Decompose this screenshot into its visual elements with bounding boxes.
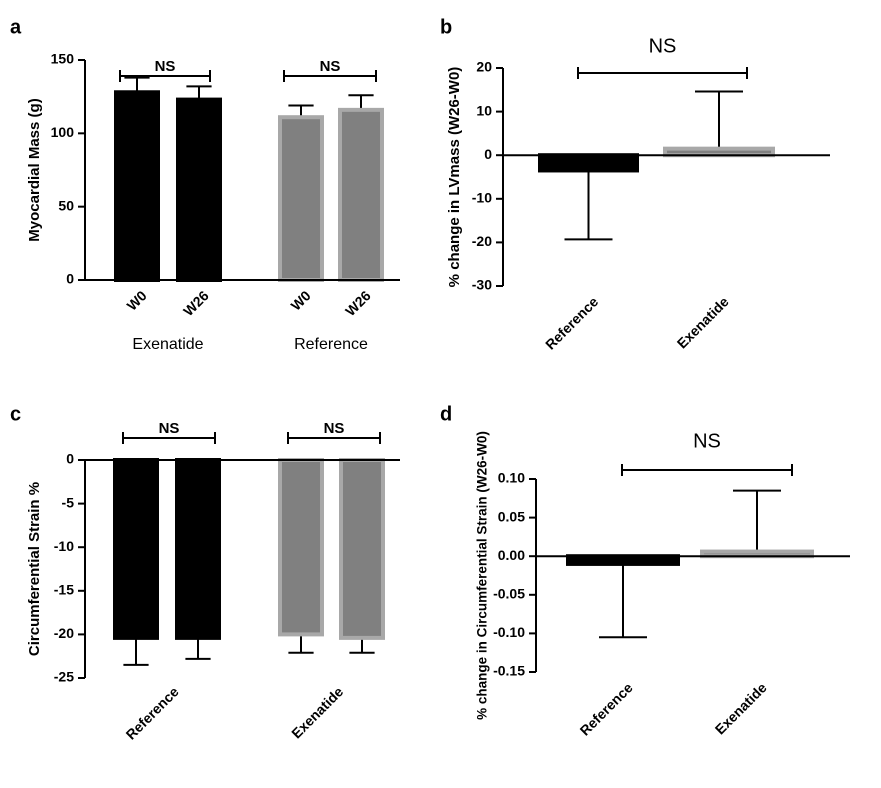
panel-letter: a <box>10 16 22 38</box>
y-tick-label: 0.05 <box>498 508 525 524</box>
y-tick-label: -0.05 <box>493 586 525 602</box>
x-tick-label: Exenatide <box>712 679 770 737</box>
bar <box>175 458 221 640</box>
significance-label: NS <box>155 58 176 75</box>
bar <box>278 458 324 637</box>
y-tick-label: 0.00 <box>498 547 525 563</box>
y-axis-title: Circumferential Strain % <box>26 482 43 656</box>
x-tick-label: Reference <box>542 293 601 352</box>
y-axis-title: % change in Circumferential Strain (W26-… <box>475 431 490 720</box>
y-axis-title: % change in LVmass (W26-W0) <box>446 67 463 288</box>
panel-letter: c <box>10 403 21 425</box>
y-tick-label: -30 <box>472 277 492 293</box>
y-tick-label: 100 <box>51 124 75 140</box>
x-tick-label: Reference <box>577 679 636 738</box>
y-tick-label: -15 <box>54 582 74 598</box>
significance-label: NS <box>324 420 345 437</box>
x-tick-label: W26 <box>342 287 374 319</box>
bar <box>176 97 222 282</box>
significance-label: NS <box>649 35 677 57</box>
y-tick-label: -10 <box>472 190 492 206</box>
x-tick-label: W26 <box>180 287 212 319</box>
significance-label: NS <box>693 430 721 452</box>
bar <box>338 107 384 282</box>
group-label: Exenatide <box>288 683 346 741</box>
y-tick-label: -0.10 <box>493 624 525 640</box>
group-label: Reference <box>123 683 182 742</box>
panel-letter: d <box>440 403 452 425</box>
y-tick-label: -10 <box>54 538 74 554</box>
y-tick-label: 0 <box>66 271 74 287</box>
y-tick-label: 0 <box>484 146 492 162</box>
bar <box>278 115 324 282</box>
y-tick-label: 0 <box>66 451 74 467</box>
panel-letter: b <box>440 16 452 38</box>
y-tick-label: 20 <box>476 59 492 75</box>
group-label: Reference <box>294 336 368 353</box>
significance-label: NS <box>320 58 341 75</box>
y-tick-label: -20 <box>472 233 492 249</box>
bar <box>114 90 160 283</box>
significance-label: NS <box>159 420 180 437</box>
y-tick-label: -0.15 <box>493 663 525 679</box>
x-tick-label: W0 <box>288 287 314 313</box>
bar <box>113 458 159 640</box>
y-tick-label: 150 <box>51 51 75 67</box>
y-tick-label: -25 <box>54 669 74 685</box>
y-tick-label: -20 <box>54 625 74 641</box>
x-tick-label: W0 <box>124 287 150 313</box>
y-tick-label: 10 <box>476 102 492 118</box>
group-label: Exenatide <box>132 336 203 353</box>
bar <box>538 153 639 173</box>
y-tick-label: -5 <box>62 494 75 510</box>
x-tick-label: Exenatide <box>674 293 732 351</box>
bar <box>566 554 680 566</box>
y-tick-label: 0.10 <box>498 470 525 486</box>
y-axis-title: Myocardial Mass (g) <box>26 98 43 241</box>
bar <box>339 458 385 640</box>
y-tick-label: 50 <box>58 197 74 213</box>
